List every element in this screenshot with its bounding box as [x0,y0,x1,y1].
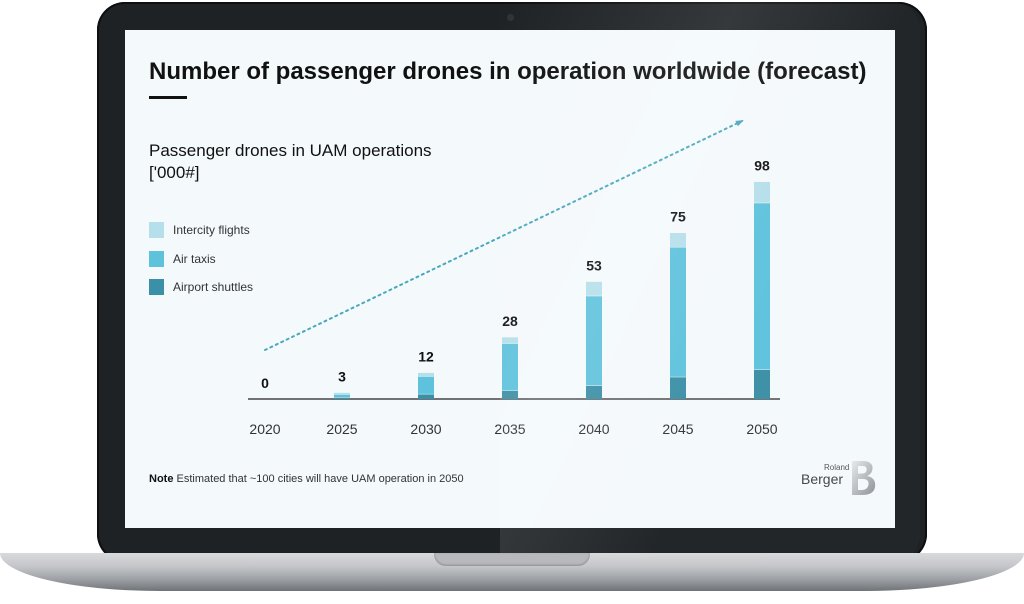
bar-2030-intercity-flights [418,372,434,377]
footnote: Note Estimated that ~100 cities will hav… [149,473,464,485]
laptop-notch [434,553,590,566]
bar-2040-airport-shuttles [586,385,602,399]
total-label-2040: 53 [586,257,602,273]
bar-2025-air-taxis [334,394,350,398]
logo-roland-text: Roland [824,463,850,472]
legend-item-air-taxis: Air taxis [149,245,253,274]
chart-title: Number of passenger drones in operation … [149,58,867,85]
bar-2040-air-taxis [586,295,602,386]
x-tick-label-2035: 2035 [494,421,525,437]
x-tick-label-2020: 2020 [249,421,280,437]
total-label-2030: 12 [418,348,434,364]
chart-legend: Intercity flights Air taxis Airport shut… [149,216,253,302]
bar-2050-intercity-flights [754,181,770,203]
subtitle-line-2: ['000#] [149,163,200,182]
camera-icon [507,14,514,21]
total-label-2050: 98 [754,157,770,173]
total-label-2025: 3 [338,368,346,384]
bar-2040-intercity-flights [586,281,602,296]
legend-item-intercity: Intercity flights [149,216,253,245]
x-tick-label-2040: 2040 [578,421,609,437]
bar-2035-airport-shuttles [502,390,518,399]
legend-label-intercity: Intercity flights [173,223,250,238]
legend-swatch-airport-shuttles [149,279,164,296]
bar-2030-air-taxis [418,376,434,394]
legend-swatch-intercity [149,222,164,239]
legend-item-airport-shuttles: Airport shuttles [149,273,253,302]
x-tick-label-2025: 2025 [326,421,357,437]
logo-berger-text: Berger [801,471,844,487]
stacked-bar-chart: 0 2020 3 2025 12 2030 28 2035 53 2040 75 2045 98 2050 [248,120,780,437]
legend-swatch-air-taxis [149,250,164,267]
bar-2045-intercity-flights [670,232,686,247]
total-label-2045: 75 [670,209,686,225]
title-underline [149,96,187,99]
legend-label-airport-shuttles: Airport shuttles [173,280,254,295]
x-tick-label-2045: 2045 [662,421,693,437]
logo-b-mark [852,461,876,495]
x-tick-label-2050: 2050 [746,421,777,437]
note-label: Note [149,473,174,485]
bar-2025-intercity-flights [334,392,350,395]
total-label-2020: 0 [261,375,269,391]
bar-2030-airport-shuttles [418,393,434,399]
note-text: Estimated that ~100 cities will have UAM… [176,473,464,485]
bar-2050-air-taxis [754,202,770,370]
bar-2045-air-taxis [670,246,686,377]
trend-arrow [264,120,744,351]
bar-2035-intercity-flights [502,336,518,344]
bar-2050-airport-shuttles [754,369,770,399]
bar-2035-air-taxis [502,343,518,391]
x-tick-label-2030: 2030 [410,421,441,437]
total-label-2035: 28 [502,313,518,329]
roland-berger-logo: Roland Berger [801,460,881,500]
chart-subtitle: Passenger drones in UAM operations ['000… [149,140,509,184]
legend-label-air-taxis: Air taxis [173,251,216,266]
bar-2025-airport-shuttles [334,397,350,399]
subtitle-line-1: Passenger drones in UAM operations [149,141,432,160]
bar-2045-airport-shuttles [670,376,686,399]
laptop-screen: Number of passenger drones in operation … [125,30,895,528]
